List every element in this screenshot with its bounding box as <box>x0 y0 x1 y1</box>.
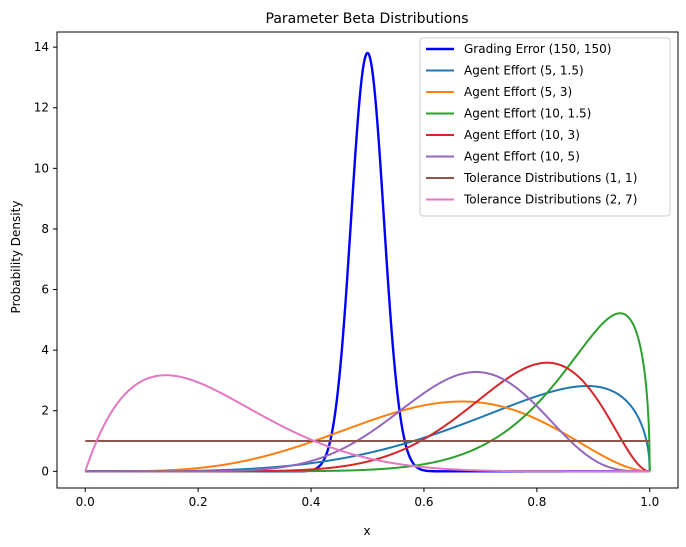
y-tick-label: 14 <box>34 40 49 54</box>
x-tick-label: 0.0 <box>76 495 95 509</box>
legend-entry-label: Agent Effort (5, 1.5) <box>464 64 584 78</box>
legend-entry-label: Agent Effort (10, 3) <box>464 128 580 142</box>
series-line-4 <box>84 312 651 473</box>
x-tick-label: 0.6 <box>414 495 433 509</box>
plot-frame <box>56 31 679 489</box>
axes-layer: 0.0 0.2 0.4 0.6 0.8 1.0 0 2 4 6 8 10 12 14 <box>34 31 679 509</box>
x-tick-label: 1.0 <box>640 495 659 509</box>
series-line-8 <box>84 374 651 473</box>
series-line-3 <box>84 400 651 473</box>
legend-entry-label: Agent Effort (10, 5) <box>464 150 580 164</box>
y-axis-label: Probability Density <box>9 201 23 314</box>
series-line-5 <box>84 361 651 473</box>
y-tick-label: 2 <box>41 404 49 418</box>
legend-box <box>419 37 671 217</box>
x-tick-label: 0.2 <box>189 495 208 509</box>
x-tick-label: 0.8 <box>527 495 546 509</box>
x-tick-label: 0.4 <box>301 495 320 509</box>
series-line-6 <box>84 371 651 473</box>
legend-entry-label: Tolerance Distributions (1, 1) <box>463 171 637 185</box>
legend-entry-label: Agent Effort (10, 1.5) <box>464 107 591 121</box>
legend-entry-label: Tolerance Distributions (2, 7) <box>463 193 637 207</box>
y-tick-label: 4 <box>41 343 49 357</box>
legend-entry-label: Grading Error (150, 150) <box>464 42 611 56</box>
y-tick-label: 0 <box>41 464 49 478</box>
y-tick-label: 6 <box>41 283 49 297</box>
legend: Grading Error (150, 150) Agent Effort (5,… <box>419 37 671 217</box>
y-tick-label: 12 <box>34 101 49 115</box>
legend-entry-label: Agent Effort (5, 3) <box>464 85 572 99</box>
y-tick-label: 8 <box>41 222 49 236</box>
series-layer <box>84 51 651 473</box>
x-axis-label: x <box>363 524 370 538</box>
chart-title: Parameter Beta Distributions <box>266 11 469 27</box>
y-tick-label: 10 <box>34 161 49 175</box>
